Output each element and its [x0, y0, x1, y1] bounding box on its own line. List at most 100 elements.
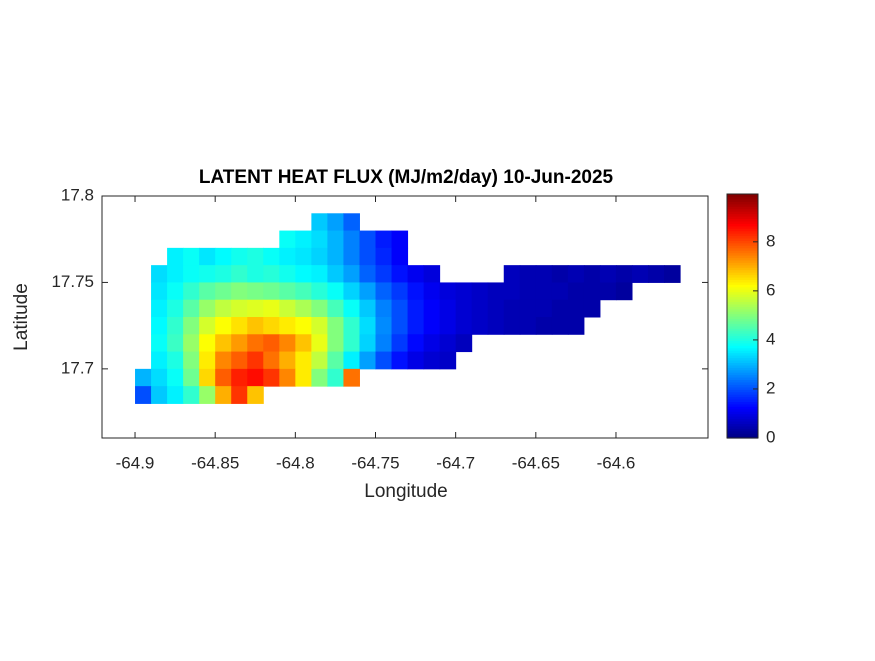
- map-cell: [359, 351, 377, 370]
- map-cell: [391, 334, 409, 353]
- map-cell: [615, 282, 633, 301]
- map-cell: [359, 299, 377, 318]
- map-cell: [359, 265, 377, 283]
- colorbar-swatch: [727, 213, 758, 217]
- colorbar-swatch: [727, 257, 758, 261]
- map-cell: [151, 351, 168, 370]
- colorbar-swatch: [727, 403, 758, 407]
- map-cell: [439, 282, 457, 301]
- map-cell: [311, 230, 328, 249]
- colorbar-swatch: [727, 328, 758, 332]
- colorbar-swatch: [727, 333, 758, 337]
- map-cell: [215, 282, 232, 301]
- colorbar-swatch: [727, 428, 758, 432]
- colorbar-swatch: [727, 345, 758, 349]
- map-cell: [183, 368, 200, 387]
- map-cell: [263, 299, 280, 318]
- colorbar-swatch: [727, 223, 758, 227]
- map-cell: [183, 351, 200, 370]
- map-cell: [503, 317, 521, 335]
- map-cell: [343, 230, 360, 249]
- map-cell: [311, 282, 328, 301]
- colorbar-swatch: [727, 411, 758, 415]
- colorbar-swatch: [727, 357, 758, 361]
- map-cell: [231, 351, 248, 370]
- colorbar-swatch: [727, 252, 758, 256]
- x-tick-label: -64.7: [436, 453, 475, 472]
- map-cell: [247, 247, 264, 266]
- map-cell: [343, 265, 360, 283]
- colorbar-swatch: [727, 289, 758, 293]
- colorbar-swatch: [727, 230, 758, 234]
- map-cell: [263, 334, 280, 353]
- colorbar-swatch: [727, 377, 758, 381]
- map-cell: [183, 317, 200, 335]
- colorbar-swatch: [727, 323, 758, 327]
- map-cell: [375, 230, 393, 249]
- colorbar-swatch: [727, 196, 758, 200]
- map-cell: [423, 334, 441, 353]
- colorbar-swatch: [727, 262, 758, 266]
- map-cell: [343, 351, 360, 370]
- map-cell: [183, 265, 200, 283]
- map-cell: [407, 351, 425, 370]
- map-cell: [215, 317, 232, 335]
- colorbar-swatch: [727, 247, 758, 251]
- map-cell: [455, 282, 473, 301]
- colorbar-swatch: [727, 342, 758, 346]
- map-cell: [151, 368, 168, 387]
- y-tick-label: 17.7: [61, 358, 94, 377]
- map-cell: [167, 368, 184, 387]
- map-cell: [247, 386, 264, 404]
- colorbar-swatch: [727, 218, 758, 222]
- colorbar-swatch: [727, 215, 758, 219]
- map-cell: [311, 368, 328, 387]
- map-cell: [279, 247, 296, 266]
- colorbar-frame: [726, 193, 759, 439]
- map-cell: [183, 386, 200, 404]
- colorbar-tick-label: 0: [766, 427, 775, 446]
- map-cell: [199, 368, 216, 387]
- map-cell: [359, 282, 377, 301]
- colorbar-swatch: [727, 203, 758, 207]
- map-cell: [535, 282, 553, 301]
- map-cell: [439, 351, 457, 370]
- colorbar-swatch: [727, 347, 758, 351]
- map-cell: [151, 317, 168, 335]
- map-cell: [343, 247, 360, 266]
- map-cell: [247, 317, 264, 335]
- colorbar-swatch: [727, 245, 758, 249]
- map-cell: [503, 265, 521, 283]
- y-axis-label: Latitude: [11, 283, 32, 351]
- colorbar-swatch: [727, 303, 758, 307]
- colorbar-swatch: [727, 435, 758, 439]
- colorbar-swatch: [727, 306, 758, 310]
- colorbar-swatch: [727, 318, 758, 322]
- colorbar-swatch: [727, 259, 758, 263]
- map-cell: [167, 351, 184, 370]
- map-cell: [295, 282, 312, 301]
- colorbar-swatch: [727, 372, 758, 376]
- colorbar-swatch: [727, 337, 758, 341]
- map-cell: [215, 334, 232, 353]
- map-cell: [567, 299, 585, 318]
- map-cell: [359, 230, 377, 249]
- colorbar-swatch: [727, 367, 758, 371]
- map-cell: [295, 317, 312, 335]
- map-cell: [359, 247, 377, 266]
- map-cell: [279, 351, 296, 370]
- map-cell: [199, 386, 216, 404]
- colorbar-swatch: [727, 386, 758, 390]
- map-cell: [199, 351, 216, 370]
- map-cell: [583, 282, 601, 301]
- map-cell: [279, 282, 296, 301]
- map-cell: [455, 334, 473, 353]
- map-cell: [343, 213, 360, 232]
- map-cell: [375, 317, 393, 335]
- colorbar-swatch: [727, 311, 758, 315]
- map-cell: [391, 247, 409, 266]
- map-cell: [311, 334, 328, 353]
- map-cell: [135, 386, 152, 404]
- colorbar-tick-label: 8: [766, 231, 775, 250]
- x-tick-label: -64.6: [597, 453, 636, 472]
